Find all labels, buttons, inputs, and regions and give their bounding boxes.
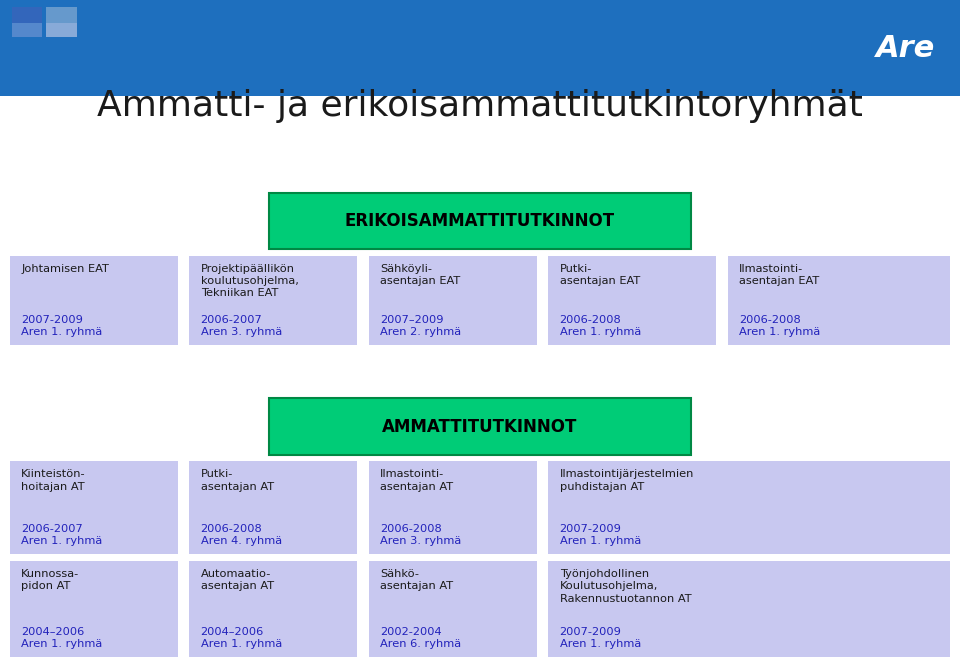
Text: ERIKOISAMMATTITUTKINNOT: ERIKOISAMMATTITUTKINNOT [345,212,615,230]
FancyBboxPatch shape [12,21,42,37]
Text: Työnjohdollinen
Koulutusohjelma,
Rakennustuotannon AT: Työnjohdollinen Koulutusohjelma, Rakennu… [560,569,691,604]
FancyBboxPatch shape [46,7,77,23]
FancyBboxPatch shape [12,7,42,23]
FancyBboxPatch shape [10,256,178,345]
FancyBboxPatch shape [46,21,77,37]
Text: 2006-2008
Aren 3. ryhmä: 2006-2008 Aren 3. ryhmä [380,524,462,546]
Text: Ilmastointi-
asentajan AT: Ilmastointi- asentajan AT [380,469,453,492]
Text: 2006-2007
Aren 1. ryhmä: 2006-2007 Aren 1. ryhmä [21,524,103,546]
FancyBboxPatch shape [369,461,537,554]
FancyBboxPatch shape [269,193,691,249]
FancyBboxPatch shape [369,256,537,345]
Text: Sähkö-
asentajan AT: Sähkö- asentajan AT [380,569,453,592]
Text: Projektipäällikön
koulutusohjelma,
Tekniikan EAT: Projektipäällikön koulutusohjelma, Tekni… [201,264,299,298]
FancyBboxPatch shape [189,461,357,554]
Text: 2007–2009
Aren 2. ryhmä: 2007–2009 Aren 2. ryhmä [380,315,462,337]
Text: AMMATTITUTKINNOT: AMMATTITUTKINNOT [382,418,578,436]
FancyBboxPatch shape [189,256,357,345]
FancyBboxPatch shape [189,561,357,657]
Text: 2004–2006
Aren 1. ryhmä: 2004–2006 Aren 1. ryhmä [21,627,103,649]
Text: 2002-2004
Aren 6. ryhmä: 2002-2004 Aren 6. ryhmä [380,627,462,649]
Text: Automaatio-
asentajan AT: Automaatio- asentajan AT [201,569,274,592]
Text: Sähköyli-
asentajan EAT: Sähköyli- asentajan EAT [380,264,461,286]
FancyBboxPatch shape [548,461,950,554]
Text: Ilmastointi-
asentajan EAT: Ilmastointi- asentajan EAT [739,264,820,286]
FancyBboxPatch shape [10,561,178,657]
Text: 2006-2007
Aren 3. ryhmä: 2006-2007 Aren 3. ryhmä [201,315,282,337]
Text: 2006-2008
Aren 4. ryhmä: 2006-2008 Aren 4. ryhmä [201,524,282,546]
FancyBboxPatch shape [548,256,716,345]
FancyBboxPatch shape [269,398,691,455]
Text: Ilmastointijärjestelmien
puhdistajan AT: Ilmastointijärjestelmien puhdistajan AT [560,469,694,492]
Text: 2007-2009
Aren 1. ryhmä: 2007-2009 Aren 1. ryhmä [560,524,641,546]
Text: Johtamisen EAT: Johtamisen EAT [21,264,109,274]
Text: 2004–2006
Aren 1. ryhmä: 2004–2006 Aren 1. ryhmä [201,627,282,649]
Text: Kunnossa-
pidon AT: Kunnossa- pidon AT [21,569,80,592]
Text: Putki-
asentajan EAT: Putki- asentajan EAT [560,264,640,286]
FancyBboxPatch shape [0,0,960,96]
Text: 2007-2009
Aren 1. ryhmä: 2007-2009 Aren 1. ryhmä [560,627,641,649]
FancyBboxPatch shape [728,256,950,345]
Text: Putki-
asentajan AT: Putki- asentajan AT [201,469,274,492]
FancyBboxPatch shape [10,461,178,554]
Text: 2007-2009
Aren 1. ryhmä: 2007-2009 Aren 1. ryhmä [21,315,103,337]
FancyBboxPatch shape [369,561,537,657]
Text: Ammatti- ja erikoisammattitutkintoryhmät: Ammatti- ja erikoisammattitutkintoryhmät [97,89,863,124]
Text: Are: Are [876,34,935,63]
Text: Kiinteistön-
hoitajan AT: Kiinteistön- hoitajan AT [21,469,85,492]
Text: 2006-2008
Aren 1. ryhmä: 2006-2008 Aren 1. ryhmä [739,315,821,337]
FancyBboxPatch shape [548,561,950,657]
Text: 2006-2008
Aren 1. ryhmä: 2006-2008 Aren 1. ryhmä [560,315,641,337]
